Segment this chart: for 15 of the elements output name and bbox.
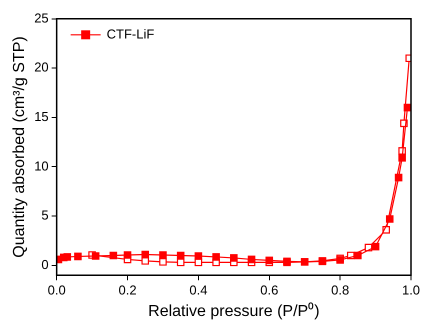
x-tick-label: 0.4 — [189, 282, 208, 298]
y-tick-label: 5 — [41, 208, 49, 223]
y-tick-label: 20 — [34, 60, 49, 75]
y-axis-title: Quantity absorbed (cm³/g STP) — [11, 36, 28, 258]
x-axis-title: Relative pressure (P/P⁰) — [148, 302, 320, 320]
x-tick-label: 0.8 — [331, 282, 350, 298]
x-tick-label: 0.2 — [118, 282, 137, 298]
x-tick-label: 0.6 — [260, 282, 278, 298]
y-tick-label: 25 — [34, 10, 49, 26]
legend-label: CTF-LiF — [106, 26, 154, 42]
y-tick-label: 0 — [41, 256, 49, 272]
x-tick-label: 0.0 — [48, 282, 66, 298]
y-tick-label: 15 — [34, 108, 49, 124]
x-tick-label: 1.0 — [402, 282, 420, 298]
y-tick-label: 10 — [34, 158, 49, 174]
